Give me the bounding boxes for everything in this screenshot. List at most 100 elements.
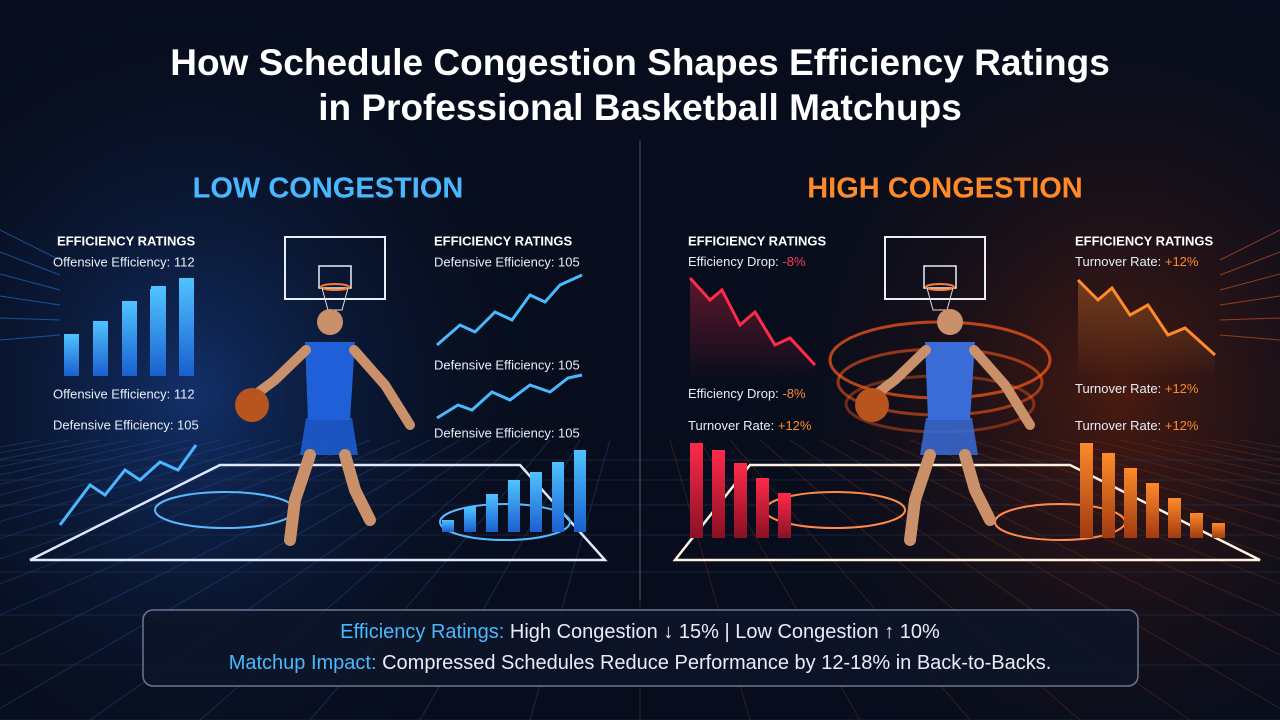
label-value: +12% [1165, 381, 1199, 396]
deco-bar [1146, 483, 1159, 538]
floor-line [999, 439, 1280, 523]
floor-line [1059, 439, 1280, 496]
section-heading: LOW CONGESTION [193, 173, 464, 205]
deco-line [436, 373, 583, 420]
deco-line [1076, 278, 1217, 357]
streak [0, 273, 61, 291]
deco-bar [1190, 513, 1203, 538]
floor-line [0, 439, 341, 560]
floor-line [1029, 439, 1280, 508]
floor-line [0, 439, 251, 508]
summary-box [142, 609, 1139, 687]
deco-bar [486, 494, 498, 532]
deco-bar [1124, 468, 1137, 538]
deco-line [688, 276, 817, 367]
label-value: +12% [1165, 254, 1199, 269]
deco-bar [150, 289, 165, 376]
summary-key: Efficiency Ratings: [340, 621, 504, 643]
label-value: +12% [778, 418, 812, 433]
deco-bar [574, 450, 586, 532]
player-legs [904, 449, 996, 546]
backboard-box [318, 265, 352, 289]
panel-label: Defensive Efficiency: 105 [434, 425, 580, 440]
streak [1219, 317, 1280, 321]
panel-label: Turnover Rate: +12% [1075, 381, 1199, 396]
floor-line [0, 439, 431, 656]
deco-line [436, 273, 583, 347]
player-head [937, 309, 963, 335]
summary-separator: | [724, 621, 729, 643]
floor-line [879, 439, 1280, 616]
player-shorts [920, 418, 978, 455]
streak [0, 334, 61, 341]
player-legs [284, 449, 376, 546]
backboard-box [923, 265, 957, 289]
deco-bar [508, 480, 520, 532]
title-line: How Schedule Congestion Shapes Efficienc… [170, 42, 1110, 83]
panel-label: Offensive Efficiency: 112 [53, 254, 195, 269]
label-text: Turnover Rate: [1075, 418, 1161, 433]
title-line: in Professional Basketball Matchups [318, 87, 962, 128]
player-head [317, 309, 343, 335]
panel-label: Offensive Efficiency: 112 [53, 386, 195, 401]
deco-bar [442, 520, 454, 532]
label-text: Efficiency Drop: [688, 386, 779, 401]
panel-label: Efficiency Drop: -8% [688, 386, 806, 401]
player-arms [870, 345, 1035, 430]
panel-title: EFFICIENCY RATINGS [688, 233, 827, 248]
floor-line [819, 439, 1280, 709]
label-text: Efficiency Drop: [688, 254, 779, 269]
summary-text: High Congestion ↓ 15% [510, 621, 719, 643]
player-shorts [300, 418, 358, 455]
deco-bar [1212, 523, 1225, 538]
streak [0, 295, 61, 306]
panel-label: Efficiency Drop: -8% [688, 254, 806, 269]
backboard [884, 236, 986, 300]
panel-label: Turnover Rate: +12% [688, 418, 812, 433]
label-text: Turnover Rate: [688, 418, 774, 433]
streak [1219, 295, 1280, 306]
label-value: -8% [782, 386, 806, 401]
player-torso [305, 342, 355, 420]
panel-label: Defensive Efficiency: 105 [434, 254, 580, 269]
court-circle [439, 503, 571, 541]
summary-line: Matchup Impact: Compressed Schedules Red… [229, 652, 1052, 674]
deco-bar [1168, 498, 1181, 538]
rim [925, 283, 955, 291]
streak [1219, 334, 1280, 341]
streak [1219, 273, 1280, 291]
ball [855, 388, 889, 422]
rim [320, 283, 350, 291]
floor-line [0, 439, 311, 540]
label-value: +12% [1165, 418, 1199, 433]
summary-line: Efficiency Ratings: High Congestion ↓ 15… [340, 621, 940, 643]
panel-label: Turnover Rate: +12% [1075, 418, 1199, 433]
streak [0, 251, 61, 276]
panel-title: EFFICIENCY RATINGS [57, 233, 196, 248]
deco-area [1078, 280, 1215, 378]
player-arms [250, 345, 415, 430]
deco-bar [179, 278, 194, 376]
streak [1219, 229, 1280, 261]
deco-bar [93, 321, 108, 376]
summary-text: Compressed Schedules Reduce Performance … [382, 652, 1051, 674]
deco-bar [778, 493, 791, 538]
floor-line [909, 439, 1280, 585]
floor-line [0, 439, 461, 709]
deco-bar [530, 472, 542, 532]
streak [0, 317, 61, 321]
deco-bar [464, 507, 476, 532]
summary-key: Matchup Impact: [229, 652, 377, 674]
deco-bar [552, 462, 564, 532]
label-text: Turnover Rate: [1075, 254, 1161, 269]
deco-line [58, 444, 198, 526]
floor-line [969, 439, 1280, 540]
court [29, 463, 608, 562]
floor-line [0, 439, 371, 585]
deco-bar [1102, 453, 1115, 538]
panel-label: Defensive Efficiency: 105 [434, 357, 580, 372]
summary-text: Low Congestion ↑ 10% [735, 621, 940, 643]
deco-bar [712, 450, 725, 538]
